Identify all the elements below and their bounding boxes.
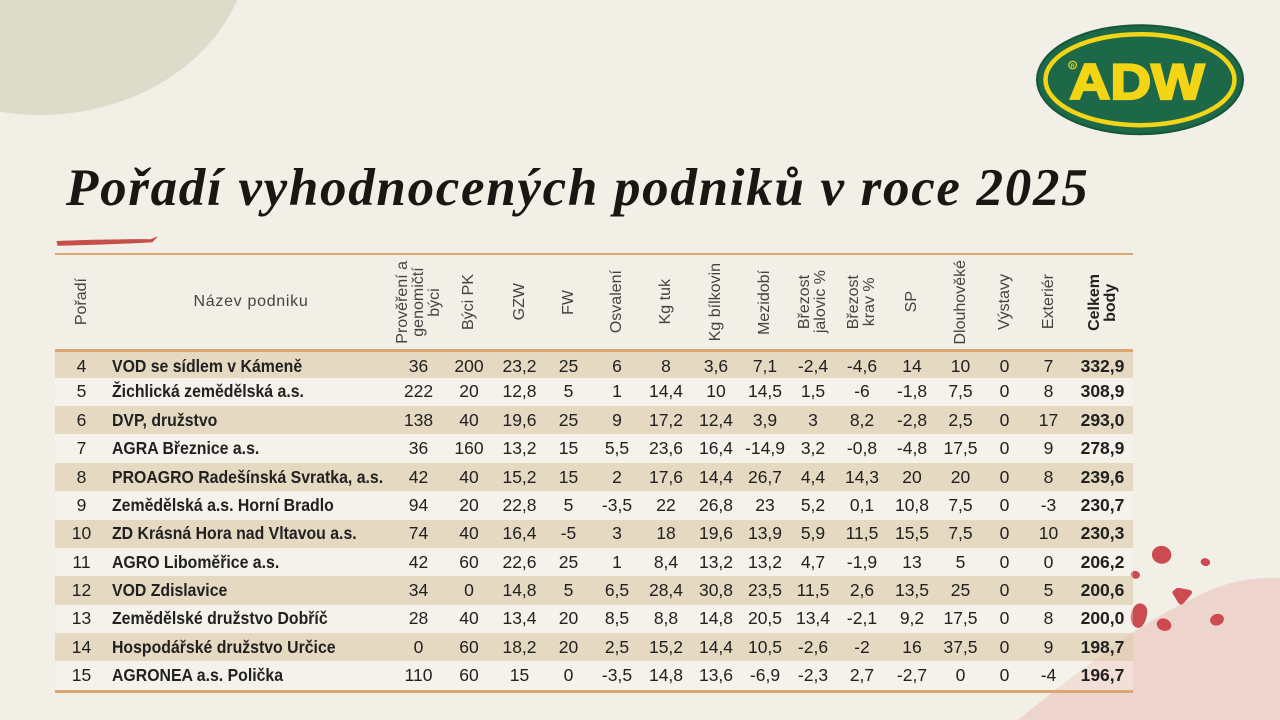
svg-text:R: R [1071,63,1075,69]
svg-text:ADW: ADW [1070,54,1206,110]
